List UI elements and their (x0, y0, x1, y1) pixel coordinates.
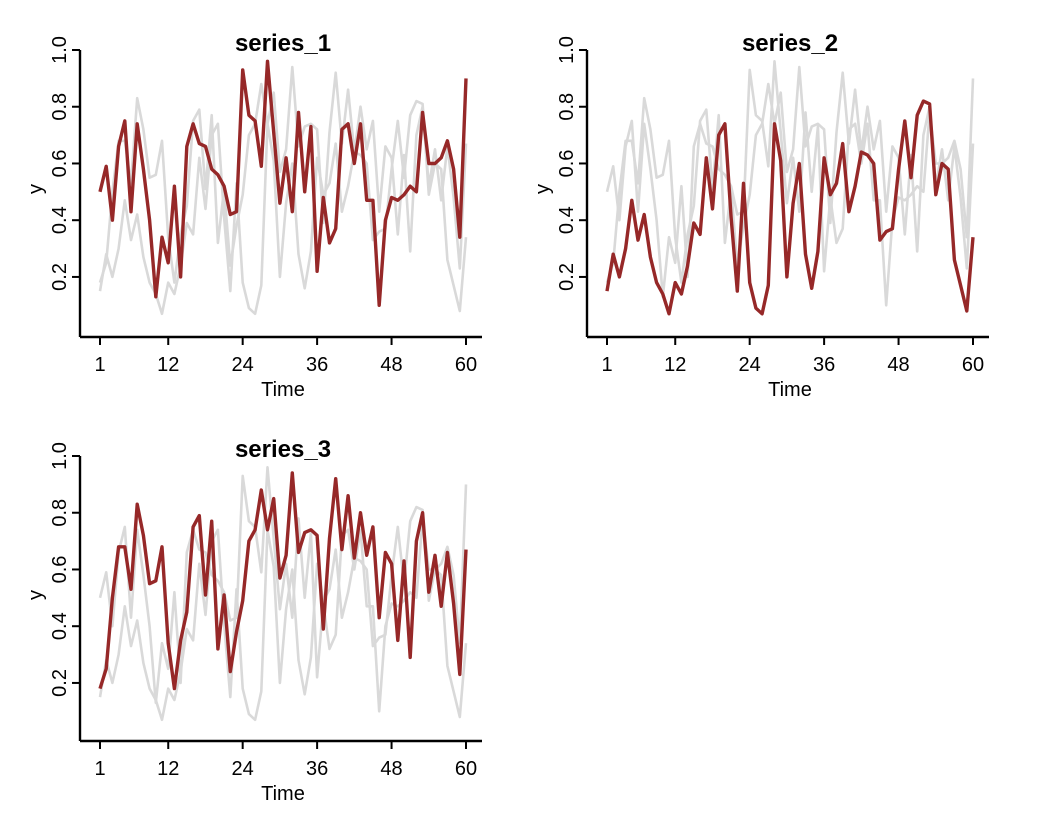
chart-title: series_2 (742, 30, 838, 57)
y-tick-label: 0.4 (49, 206, 71, 234)
chart-title: series_3 (235, 436, 331, 463)
x-tick-label: 60 (962, 354, 984, 376)
y-tick-label: 0.2 (49, 263, 71, 291)
series-line-highlight (98, 59, 468, 307)
x-tick-label: 12 (157, 354, 179, 376)
x-tick-label: 48 (380, 758, 402, 780)
y-tick-label: 0.8 (49, 93, 71, 121)
x-tick-label: 24 (232, 758, 254, 780)
x-tick-label: 36 (306, 758, 328, 780)
y-tick-label: 0.4 (556, 206, 578, 234)
y-tick-label: 0.6 (49, 150, 71, 178)
y-tick-label: 0.6 (556, 150, 578, 178)
x-tick-label: 12 (664, 354, 686, 376)
y-axis-label: y (25, 590, 47, 600)
x-tick-label: 36 (306, 354, 328, 376)
y-axis-label: y (25, 184, 47, 194)
x-axis-label: Time (261, 379, 305, 401)
panel-series-1: 1 12 24 36 48 60 0.2 0.4 0.6 0.8 1.0 series_1 Time y (25, 30, 482, 401)
y-axis-label: y (532, 184, 554, 194)
y-tick-label: 0.8 (49, 499, 71, 527)
x-tick-label: 1 (94, 354, 105, 376)
panel-series-2: 1 12 24 36 48 60 0.2 0.4 0.6 0.8 1.0 series_2 Time y (532, 30, 989, 401)
x-axis-label: Time (768, 379, 812, 401)
series-line-background (98, 465, 468, 713)
x-tick-label: 1 (601, 354, 612, 376)
x-tick-label: 48 (887, 354, 909, 376)
x-tick-label: 12 (157, 758, 179, 780)
y-tick-label: 0.4 (49, 612, 71, 640)
x-axis-label: Time (261, 783, 305, 805)
series-line-highlight (605, 99, 975, 316)
x-tick-label: 60 (455, 758, 477, 780)
y-tick-label: 1.0 (556, 36, 578, 64)
y-tick-label: 0.2 (49, 669, 71, 697)
panel-series-3: 1 12 24 36 48 60 0.2 0.4 0.6 0.8 1.0 series_3 Time y (25, 436, 482, 805)
chart-title: series_1 (235, 30, 331, 57)
y-tick-label: 0.2 (556, 263, 578, 291)
x-tick-label: 36 (813, 354, 835, 376)
series-line-background (605, 59, 975, 307)
x-tick-label: 24 (232, 354, 254, 376)
y-tick-label: 1.0 (49, 36, 71, 64)
y-tick-label: 0.8 (556, 93, 578, 121)
y-tick-label: 1.0 (49, 442, 71, 470)
y-tick-label: 0.6 (49, 556, 71, 584)
x-tick-label: 48 (380, 354, 402, 376)
x-tick-label: 60 (455, 354, 477, 376)
x-tick-label: 1 (94, 758, 105, 780)
series-line-background (98, 65, 468, 284)
series-line-highlight (98, 471, 468, 691)
x-tick-label: 24 (739, 354, 761, 376)
